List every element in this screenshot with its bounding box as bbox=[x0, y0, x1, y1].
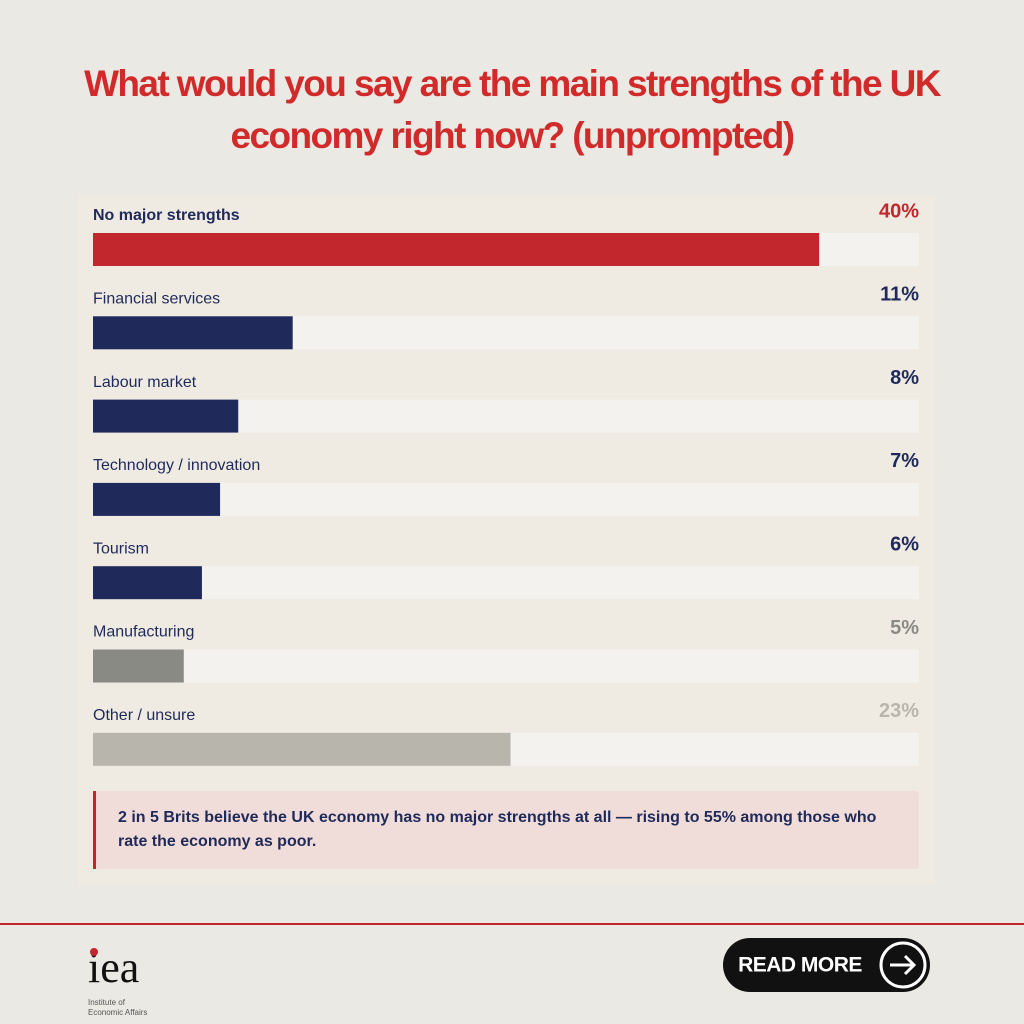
note-accent bbox=[93, 791, 96, 869]
bar bbox=[93, 233, 820, 266]
category-label: Manufacturing bbox=[93, 624, 194, 641]
category-label: No major strengths bbox=[93, 207, 240, 224]
bar-track bbox=[93, 482, 919, 516]
value-label: 40% bbox=[879, 200, 919, 222]
bar-track bbox=[93, 566, 919, 600]
category-label: Financial services bbox=[93, 291, 220, 308]
category-label: Tourism bbox=[93, 540, 149, 557]
bar bbox=[93, 566, 202, 600]
annotation: 2 in 5 Brits believe the UK economy has … bbox=[118, 809, 877, 850]
chart-title: What would you say are the main strength… bbox=[84, 63, 941, 156]
arrow-circle bbox=[879, 941, 927, 989]
panel bbox=[78, 195, 935, 885]
button-label[interactable]: READ MORE bbox=[738, 954, 863, 977]
bar bbox=[93, 399, 239, 433]
bar bbox=[93, 316, 293, 350]
org-name: Economic Affairs bbox=[88, 1008, 147, 1017]
bar bbox=[93, 732, 511, 766]
bar-track bbox=[93, 649, 919, 683]
category-label: Other / unsure bbox=[93, 707, 195, 724]
value-label: 6% bbox=[890, 533, 919, 555]
bar bbox=[93, 482, 221, 516]
org-name: Institute of bbox=[88, 998, 126, 1007]
category-label: Labour market bbox=[93, 374, 197, 391]
value-label: 8% bbox=[890, 367, 919, 389]
read-more-button[interactable] bbox=[723, 938, 930, 992]
value-label: 5% bbox=[890, 617, 919, 639]
value-label: 23% bbox=[879, 700, 919, 722]
logo-dot bbox=[90, 948, 98, 956]
value-label: 7% bbox=[890, 450, 919, 472]
arrow bbox=[890, 954, 917, 976]
category-label: Technology / innovation bbox=[93, 457, 260, 474]
note-box bbox=[93, 791, 919, 869]
value-label: 11% bbox=[880, 284, 919, 306]
bar bbox=[93, 649, 184, 683]
